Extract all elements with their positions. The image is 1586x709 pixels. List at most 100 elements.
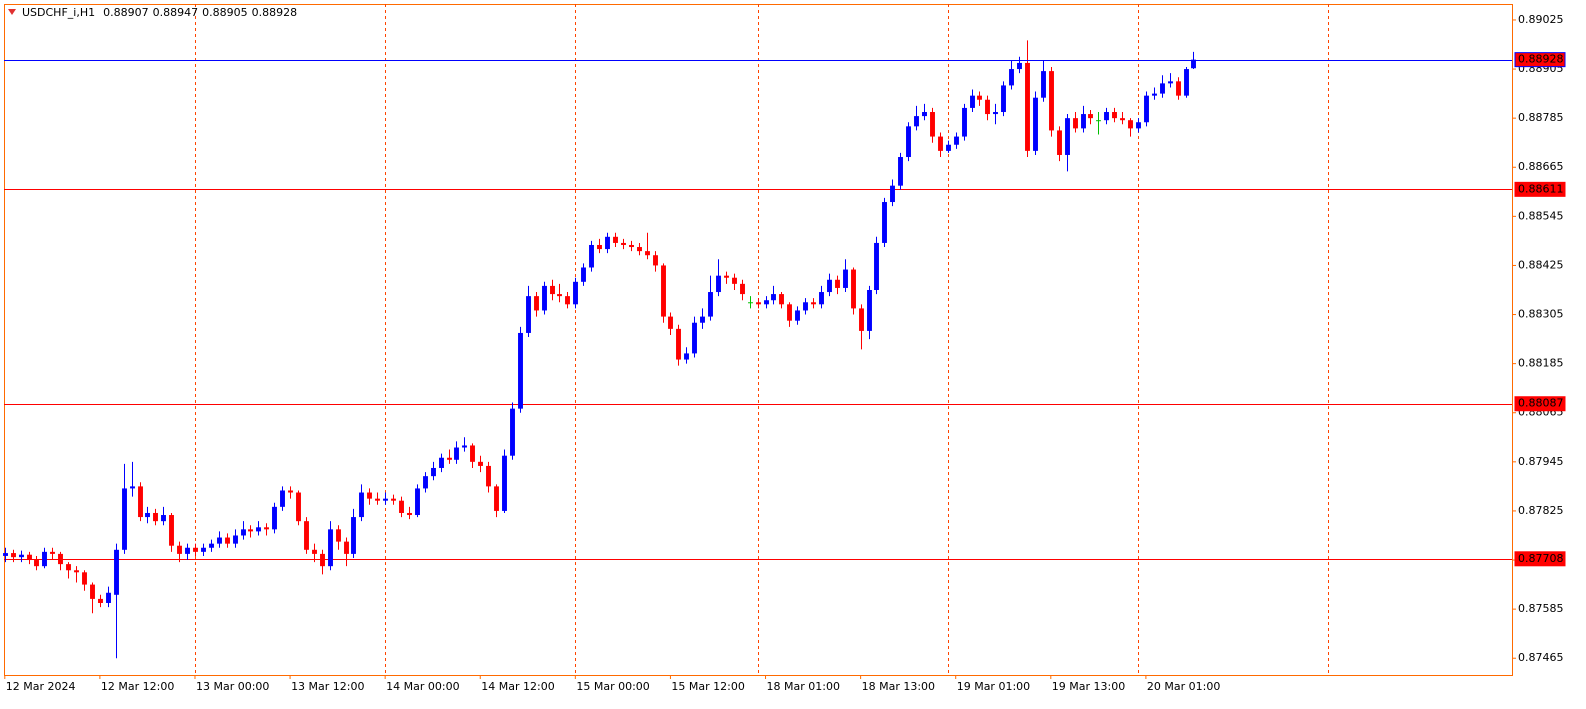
candle-body bbox=[779, 294, 784, 305]
candle-body bbox=[700, 316, 705, 323]
candle-body bbox=[922, 112, 927, 117]
x-tick-label: 15 Mar 00:00 bbox=[576, 680, 649, 693]
candle-body bbox=[1104, 112, 1109, 121]
candle-body bbox=[383, 498, 388, 501]
candle-body bbox=[930, 112, 935, 137]
candle-body bbox=[193, 547, 198, 552]
chart-header: USDCHF_i,H1 0.88907 0.88947 0.88905 0.88928 bbox=[22, 6, 297, 19]
x-tick-label: 15 Mar 12:00 bbox=[671, 680, 744, 693]
candle-body bbox=[946, 144, 951, 151]
candle-body bbox=[613, 236, 618, 243]
candle-body bbox=[106, 592, 111, 603]
price-label: 0.88087 bbox=[1518, 397, 1564, 410]
candle-body bbox=[1168, 81, 1173, 84]
price-label: 0.88611 bbox=[1518, 182, 1564, 195]
candle-body bbox=[1152, 93, 1157, 96]
candle-body bbox=[573, 281, 578, 305]
candle-body bbox=[938, 136, 943, 151]
candle-body bbox=[954, 136, 959, 145]
candle-body bbox=[439, 457, 444, 468]
candle-body bbox=[653, 255, 658, 266]
candle-body bbox=[344, 541, 349, 554]
candle-body bbox=[1009, 69, 1014, 86]
candle-body bbox=[835, 279, 840, 288]
y-tick-label: 0.87945 bbox=[1518, 455, 1564, 468]
candle-body bbox=[621, 242, 626, 245]
candle-body bbox=[565, 296, 570, 305]
candle-body bbox=[169, 515, 174, 546]
candle-body bbox=[1160, 83, 1165, 94]
y-tick-label: 0.88185 bbox=[1518, 357, 1564, 370]
candle-body bbox=[248, 529, 253, 532]
candle-body bbox=[34, 560, 39, 567]
x-tick-label: 19 Mar 13:00 bbox=[1052, 680, 1125, 693]
candle-body bbox=[114, 549, 119, 595]
candle-body bbox=[462, 445, 467, 448]
candle-body bbox=[494, 486, 499, 511]
last-low: 0.88905 bbox=[202, 6, 248, 19]
candle-body bbox=[756, 302, 761, 305]
candle-body bbox=[177, 545, 182, 554]
candle-body bbox=[843, 269, 848, 288]
candle-body bbox=[867, 289, 872, 331]
price-label: 0.87708 bbox=[1518, 552, 1564, 565]
candle-body bbox=[645, 251, 650, 256]
x-tick-label: 12 Mar 12:00 bbox=[101, 680, 174, 693]
candle-body bbox=[1073, 118, 1078, 129]
candle-body bbox=[423, 476, 428, 489]
last-close: 0.88928 bbox=[252, 6, 298, 19]
price-label-box bbox=[1514, 551, 1566, 567]
y-tick-label: 0.88425 bbox=[1518, 258, 1564, 271]
candle-body bbox=[1057, 130, 1062, 155]
candle-body bbox=[1081, 114, 1086, 129]
candle-body bbox=[1017, 62, 1022, 70]
candle-body bbox=[185, 547, 190, 554]
candle-body bbox=[597, 244, 602, 250]
last-high: 0.88947 bbox=[153, 6, 199, 19]
candle-body bbox=[819, 292, 824, 305]
candle-body bbox=[827, 279, 832, 293]
y-tick-label: 0.89025 bbox=[1518, 13, 1564, 26]
candle-body bbox=[1065, 118, 1070, 155]
candle-body bbox=[1120, 118, 1125, 121]
y-tick-label: 0.87465 bbox=[1518, 651, 1564, 664]
candle-body bbox=[161, 515, 166, 522]
x-tick-label: 19 Mar 01:00 bbox=[957, 680, 1030, 693]
candle-body bbox=[724, 275, 729, 278]
menu-triangle[interactable] bbox=[8, 9, 16, 15]
candle-body bbox=[336, 529, 341, 542]
candle-body bbox=[478, 461, 483, 466]
candle-body bbox=[510, 408, 515, 456]
candle-body bbox=[684, 353, 689, 360]
candle-body bbox=[264, 527, 269, 530]
candle-body bbox=[787, 304, 792, 321]
candle-body bbox=[985, 99, 990, 115]
candle-body bbox=[1088, 114, 1093, 119]
price-label-box bbox=[1514, 181, 1566, 197]
candle-body bbox=[668, 316, 673, 329]
candle-body bbox=[748, 302, 753, 304]
candle-body bbox=[692, 322, 697, 354]
x-tick-label: 18 Mar 13:00 bbox=[862, 680, 935, 693]
candle-body bbox=[874, 242, 879, 290]
candle-body bbox=[58, 553, 63, 565]
candle-body bbox=[42, 551, 47, 567]
candle-body bbox=[1184, 69, 1189, 96]
candle-body bbox=[1041, 71, 1046, 98]
y-tick-label: 0.88545 bbox=[1518, 209, 1564, 222]
candle-body bbox=[1096, 120, 1101, 122]
candle-body bbox=[241, 529, 246, 536]
candle-body bbox=[19, 554, 24, 558]
candle-body bbox=[906, 126, 911, 158]
price-label-box bbox=[1514, 52, 1566, 68]
candle-body bbox=[795, 310, 800, 321]
candle-body bbox=[637, 247, 642, 252]
candle-body bbox=[454, 447, 459, 460]
candle-body bbox=[550, 285, 555, 295]
candle-body bbox=[74, 570, 79, 573]
candle-body bbox=[851, 269, 856, 309]
candle-body bbox=[1049, 71, 1054, 131]
candle-body bbox=[661, 265, 666, 317]
candle-body bbox=[676, 328, 681, 360]
